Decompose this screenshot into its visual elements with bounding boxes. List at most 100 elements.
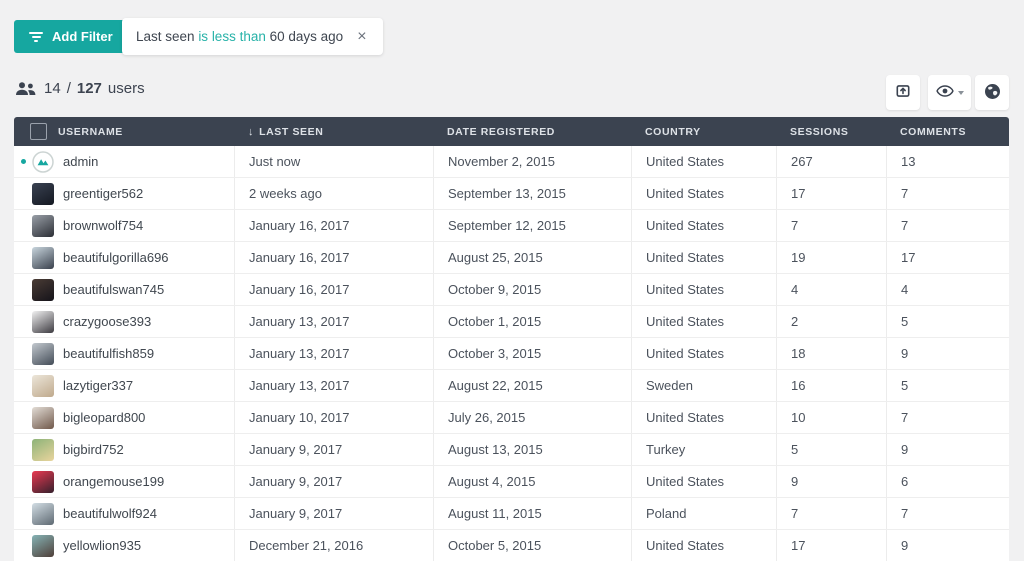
table-row[interactable]: bigleopard800 January 10, 2017 July 26, …: [14, 402, 1009, 434]
comments-cell: 13: [886, 146, 1009, 177]
username: bigbird752: [63, 442, 124, 457]
chevron-down-icon: [957, 90, 964, 95]
header-username-label: USERNAME: [58, 125, 123, 138]
avatar: [32, 278, 54, 301]
last-seen-cell: January 9, 2017: [234, 434, 433, 465]
country-cell: United States: [631, 402, 776, 433]
date-registered-cell: August 13, 2015: [433, 434, 631, 465]
table-row[interactable]: lazytiger337 January 13, 2017 August 22,…: [14, 370, 1009, 402]
comments-cell: 5: [886, 370, 1009, 401]
date-registered-cell: October 5, 2015: [433, 530, 631, 561]
comments-cell: 6: [886, 466, 1009, 497]
table-row[interactable]: yellowlion935 December 21, 2016 October …: [14, 530, 1009, 561]
date-registered-cell: August 22, 2015: [433, 370, 631, 401]
avatar: [32, 342, 54, 365]
last-seen-cell: January 9, 2017: [234, 498, 433, 529]
table-body: admin Just now November 2, 2015 United S…: [14, 146, 1009, 561]
table-header: USERNAME ↓ LAST SEEN DATE REGISTERED COU…: [14, 117, 1009, 146]
date-registered-cell: October 1, 2015: [433, 306, 631, 337]
country-cell: Poland: [631, 498, 776, 529]
table-row[interactable]: brownwolf754 January 16, 2017 September …: [14, 210, 1009, 242]
filter-value: 60 days ago: [269, 29, 344, 44]
last-seen-cell: January 16, 2017: [234, 210, 433, 241]
comments-cell: 7: [886, 178, 1009, 209]
country-cell: Turkey: [631, 434, 776, 465]
comments-cell: 9: [886, 434, 1009, 465]
table-row-admin[interactable]: admin Just now November 2, 2015 United S…: [14, 146, 1009, 178]
date-registered-cell: August 11, 2015: [433, 498, 631, 529]
country-cell: United States: [631, 146, 776, 177]
online-indicator: [21, 159, 26, 164]
comments-cell: 17: [886, 242, 1009, 273]
username: beautifulgorilla696: [63, 250, 169, 265]
users-icon: [15, 81, 36, 96]
header-date-registered[interactable]: DATE REGISTERED: [447, 125, 555, 138]
username: greentiger562: [63, 186, 144, 201]
table-row[interactable]: crazygoose393 January 13, 2017 October 1…: [14, 306, 1009, 338]
users-label: users: [107, 80, 145, 97]
header-last-seen[interactable]: ↓ LAST SEEN: [234, 117, 433, 146]
header-last-seen-label: LAST SEEN: [259, 125, 324, 138]
avatar: [32, 534, 54, 557]
add-filter-label: Add Filter: [52, 29, 113, 44]
table-row[interactable]: orangemouse199 January 9, 2017 August 4,…: [14, 466, 1009, 498]
header-sessions[interactable]: SESSIONS: [790, 125, 849, 138]
country-cell: United States: [631, 466, 776, 497]
filter-chip-last-seen[interactable]: Last seen is less than 60 days ago ×: [122, 18, 383, 55]
date-registered-cell: November 2, 2015: [433, 146, 631, 177]
comments-cell: 7: [886, 210, 1009, 241]
avatar: [32, 246, 54, 269]
date-registered-cell: July 26, 2015: [433, 402, 631, 433]
select-all-checkbox[interactable]: [30, 123, 47, 140]
table-row[interactable]: beautifulfish859 January 13, 2017 Octobe…: [14, 338, 1009, 370]
sessions-cell: 267: [776, 146, 886, 177]
export-icon: [895, 83, 911, 102]
country-cell: United States: [631, 338, 776, 369]
comments-cell: 9: [886, 530, 1009, 561]
total-count: 127: [76, 80, 102, 97]
username: beautifulfish859: [63, 346, 155, 361]
date-registered-cell: October 9, 2015: [433, 274, 631, 305]
column-visibility-button[interactable]: [928, 75, 971, 110]
sort-descending-icon: ↓: [248, 125, 255, 138]
table-row[interactable]: greentiger562 2 weeks ago September 13, …: [14, 178, 1009, 210]
avatar: [32, 374, 54, 397]
username: brownwolf754: [63, 218, 144, 233]
table-row[interactable]: beautifulwolf924 January 9, 2017 August …: [14, 498, 1009, 530]
filter-field: Last seen: [136, 29, 195, 44]
date-registered-cell: September 12, 2015: [433, 210, 631, 241]
avatar: [32, 438, 54, 461]
header-comments[interactable]: COMMENTS: [900, 125, 967, 138]
filter-operator: is less than: [198, 29, 266, 44]
sessions-cell: 10: [776, 402, 886, 433]
sessions-cell: 5: [776, 434, 886, 465]
username: orangemouse199: [63, 474, 165, 489]
avatar: [32, 150, 54, 173]
table-row[interactable]: beautifulgorilla696 January 16, 2017 Aug…: [14, 242, 1009, 274]
last-seen-cell: January 16, 2017: [234, 274, 433, 305]
last-seen-cell: January 13, 2017: [234, 306, 433, 337]
add-filter-button[interactable]: Add Filter: [14, 20, 128, 53]
header-username: USERNAME: [14, 117, 234, 146]
sessions-cell: 7: [776, 498, 886, 529]
geolocation-button[interactable]: [975, 75, 1009, 110]
comments-cell: 9: [886, 338, 1009, 369]
date-registered-cell: August 25, 2015: [433, 242, 631, 273]
sessions-cell: 18: [776, 338, 886, 369]
shown-count: 14: [44, 80, 61, 97]
date-registered-cell: October 3, 2015: [433, 338, 631, 369]
export-button[interactable]: [886, 75, 920, 110]
filter-icon: [29, 31, 43, 42]
table-row[interactable]: bigbird752 January 9, 2017 August 13, 20…: [14, 434, 1009, 466]
country-cell: United States: [631, 242, 776, 273]
sessions-cell: 2: [776, 306, 886, 337]
avatar: [32, 310, 54, 333]
table-row[interactable]: beautifulswan745 January 16, 2017 Octobe…: [14, 274, 1009, 306]
country-cell: United States: [631, 530, 776, 561]
avatar: [32, 214, 54, 237]
country-cell: United States: [631, 178, 776, 209]
header-country[interactable]: COUNTRY: [645, 125, 701, 138]
remove-filter-icon[interactable]: ×: [357, 27, 367, 45]
comments-cell: 4: [886, 274, 1009, 305]
